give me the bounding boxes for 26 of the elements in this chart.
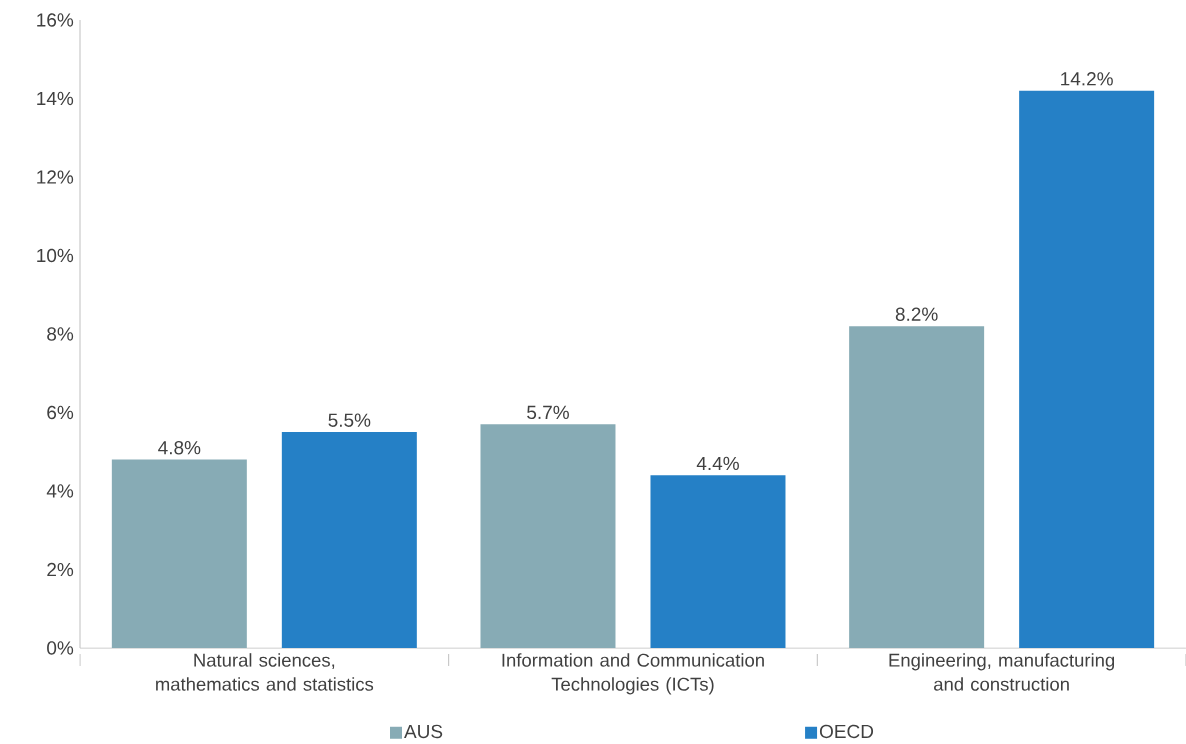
bar <box>111 459 247 648</box>
bar <box>1019 90 1155 648</box>
data-label: 4.4% <box>696 456 739 471</box>
y-tick-label: 0% <box>47 641 74 655</box>
y-tick-label: 14% <box>37 91 74 106</box>
legend-label: OECD <box>819 724 874 739</box>
x-tick-label: Information and Communication Technologies (ICTs) <box>502 653 764 695</box>
y-tick-label: 8% <box>47 327 74 341</box>
x-tick-label: Natural sciences, mathematics and statistics <box>156 653 374 691</box>
data-label: 8.2% <box>895 307 938 321</box>
x-tick-label: Engineering, manufacturing and construction <box>889 653 1115 691</box>
bar <box>650 475 786 648</box>
data-label: 5.7% <box>527 405 569 420</box>
data-label: 5.5% <box>328 413 371 427</box>
y-tick-label: 10% <box>37 248 74 263</box>
y-tick-label: 12% <box>37 170 74 184</box>
y-tick-label: 2% <box>47 562 74 577</box>
y-tick-label: 6% <box>47 405 74 420</box>
data-label: 4.8% <box>158 440 201 455</box>
bar <box>281 432 417 648</box>
bar <box>480 424 616 648</box>
y-tick-label: 4% <box>46 484 74 498</box>
y-tick-label: 16% <box>37 13 74 27</box>
bar <box>849 326 985 648</box>
data-label: 14.2% <box>1061 72 1113 86</box>
legend-label: AUS <box>404 724 443 739</box>
